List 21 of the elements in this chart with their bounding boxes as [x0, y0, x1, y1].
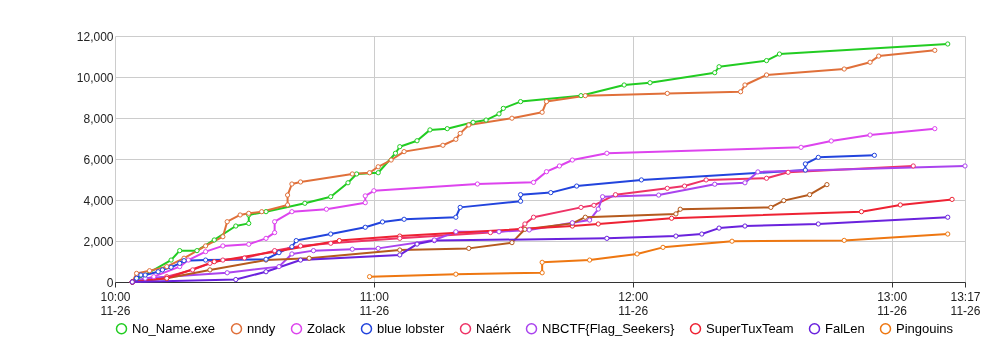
- x-tick-label: 11:00 11-26: [359, 289, 390, 318]
- y-tick-label: 12,000: [76, 29, 114, 44]
- legend-label: No_Name.exe: [132, 320, 216, 336]
- y-tick-label: 10,000: [76, 70, 114, 85]
- legend-label: blue lobster: [377, 320, 445, 336]
- x-tick-label: 10:00 11-26: [100, 289, 131, 318]
- legend-label: Zolack: [307, 320, 346, 336]
- legend-label: NBCTF{Flag_Seekers}: [542, 320, 675, 336]
- legend-label: FalLen: [825, 320, 865, 336]
- y-tick-label: 2,000: [83, 234, 114, 249]
- x-tick-label: 13:17 11-26: [950, 289, 981, 318]
- legend-label: nndy: [247, 320, 276, 336]
- y-tick-label: 6,000: [83, 152, 114, 167]
- y-tick-label: 0: [106, 275, 114, 290]
- legend-label: Pingouins: [896, 320, 954, 336]
- x-tick-label: 12:00 11-26: [618, 289, 649, 318]
- y-tick-label: 4,000: [83, 193, 114, 208]
- legend-label: Naérk: [476, 320, 512, 336]
- y-tick-label: 8,000: [83, 111, 114, 126]
- x-tick-label: 13:00 11-26: [877, 289, 908, 318]
- legend-label: SuperTuxTeam: [706, 320, 794, 336]
